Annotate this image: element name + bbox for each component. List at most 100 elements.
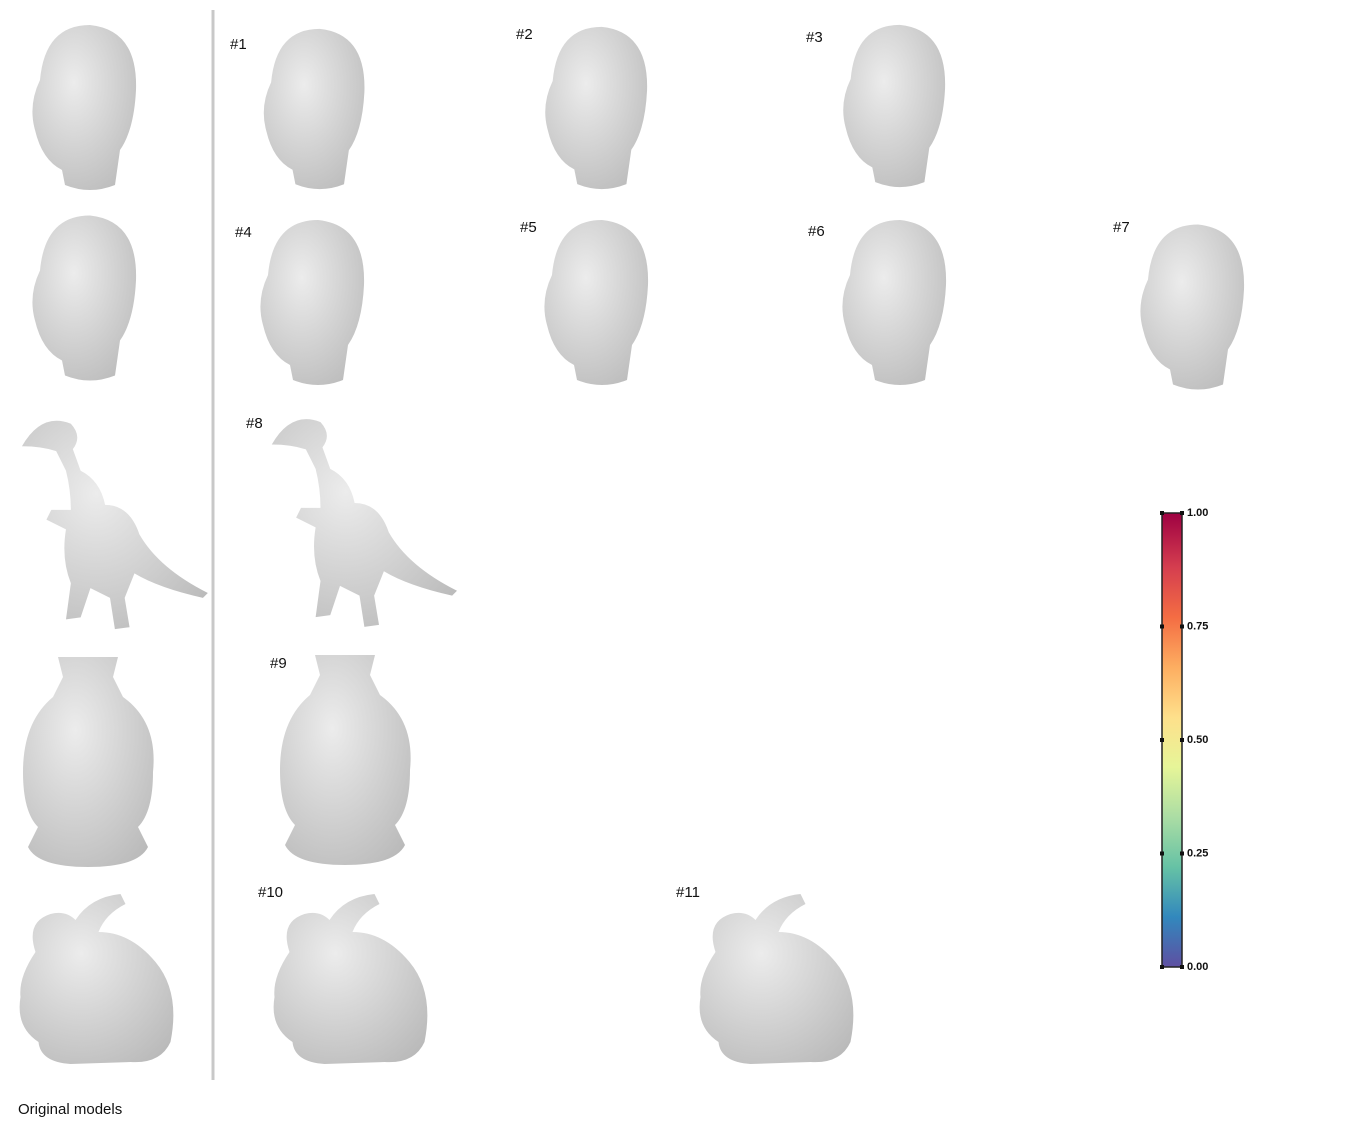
gray-model xyxy=(1140,225,1244,390)
error-region xyxy=(436,58,484,106)
base xyxy=(948,212,1068,390)
error-region xyxy=(457,641,513,703)
model-label: #8 xyxy=(246,415,263,432)
tick-label: 1.00 xyxy=(1187,507,1208,519)
tick-mark xyxy=(1160,738,1164,742)
colored-model xyxy=(652,20,772,192)
colored-model xyxy=(368,212,488,390)
gray-model xyxy=(843,25,945,187)
tick-mark xyxy=(1180,965,1184,969)
model-label: #6 xyxy=(808,223,825,240)
colored-model xyxy=(652,212,772,390)
colored-model xyxy=(936,20,1080,192)
error-region xyxy=(466,993,536,1043)
tick-label: 0.50 xyxy=(1187,734,1208,746)
colored-model xyxy=(948,210,1068,390)
error-region xyxy=(346,13,466,133)
figure: #1 #2 #3 #4 #5 #6 #7 #8 #9 #10 #11 Original models… xyxy=(0,0,1368,1120)
error-region xyxy=(700,329,748,379)
gray-model xyxy=(32,216,136,381)
tick-mark xyxy=(1160,852,1164,856)
colored-model xyxy=(346,13,490,194)
error-region xyxy=(664,270,724,332)
gray-model xyxy=(545,27,647,189)
error-region xyxy=(451,480,529,543)
gray-model xyxy=(274,894,428,1064)
base xyxy=(370,22,490,194)
model-label: #11 xyxy=(676,884,700,901)
base xyxy=(402,410,597,635)
error-region xyxy=(452,282,488,319)
tick-mark xyxy=(1180,852,1184,856)
model-label: #9 xyxy=(270,655,287,672)
error-region xyxy=(978,73,1026,121)
error-region xyxy=(1312,325,1341,355)
error-region xyxy=(724,276,772,326)
caption: Original models xyxy=(18,1101,122,1118)
gray-model xyxy=(264,29,365,189)
error-region xyxy=(1278,300,1338,362)
tick-mark xyxy=(1160,511,1164,515)
error-region xyxy=(408,277,437,307)
error-region xyxy=(1026,256,1062,293)
error-region xyxy=(412,431,471,478)
base xyxy=(440,892,615,1072)
colored-model xyxy=(841,892,1051,1072)
error-region xyxy=(996,116,1044,164)
base xyxy=(1248,215,1368,393)
error-region xyxy=(841,906,1051,1057)
gray-model xyxy=(260,220,364,385)
gray-model xyxy=(700,894,854,1064)
error-region xyxy=(528,993,598,1043)
base xyxy=(415,650,555,872)
error-region xyxy=(457,704,499,751)
tick-label: 0.75 xyxy=(1187,620,1208,632)
base xyxy=(948,20,1068,192)
tick-mark xyxy=(1180,511,1184,515)
tick-mark xyxy=(1180,738,1184,742)
tick-mark xyxy=(1180,625,1184,629)
gray-model xyxy=(842,220,946,385)
model-label: #5 xyxy=(520,219,537,236)
colored-model xyxy=(415,641,555,877)
base xyxy=(368,212,488,390)
gray-model xyxy=(23,657,154,867)
error-region xyxy=(936,34,1080,178)
error-region xyxy=(1290,219,1350,281)
gray-model xyxy=(20,894,174,1064)
error-region xyxy=(658,119,718,179)
error-region xyxy=(416,219,488,294)
colored-model xyxy=(440,892,615,1072)
base xyxy=(858,892,1033,1072)
error-region xyxy=(688,225,748,287)
error-region xyxy=(450,800,520,878)
tick-label: 0.25 xyxy=(1187,847,1208,859)
tick-label: 0.00 xyxy=(1187,961,1208,973)
base xyxy=(652,212,772,390)
error-region xyxy=(984,210,1056,285)
error-region xyxy=(718,105,754,141)
error-region xyxy=(436,703,520,796)
gray-model xyxy=(280,655,411,865)
colored-model xyxy=(402,410,597,635)
error-region xyxy=(493,926,598,1002)
model-label: #7 xyxy=(1113,219,1130,236)
colored-model xyxy=(1248,215,1368,393)
base xyxy=(652,20,772,192)
model-label: #2 xyxy=(516,26,533,43)
model-label: #3 xyxy=(806,29,823,46)
error-region xyxy=(928,975,998,1025)
error-region xyxy=(509,547,587,610)
error-region xyxy=(972,294,1020,344)
tick-mark xyxy=(1160,625,1164,629)
model-label: #10 xyxy=(258,884,283,901)
model-label: #4 xyxy=(235,224,252,241)
error-region xyxy=(876,921,946,971)
gray-model xyxy=(22,421,208,629)
gray-model xyxy=(32,25,136,190)
error-region xyxy=(418,90,454,126)
gray-model xyxy=(272,419,457,627)
colorbar xyxy=(1162,513,1182,967)
model-label: #1 xyxy=(230,36,247,53)
gray-model xyxy=(544,220,648,385)
